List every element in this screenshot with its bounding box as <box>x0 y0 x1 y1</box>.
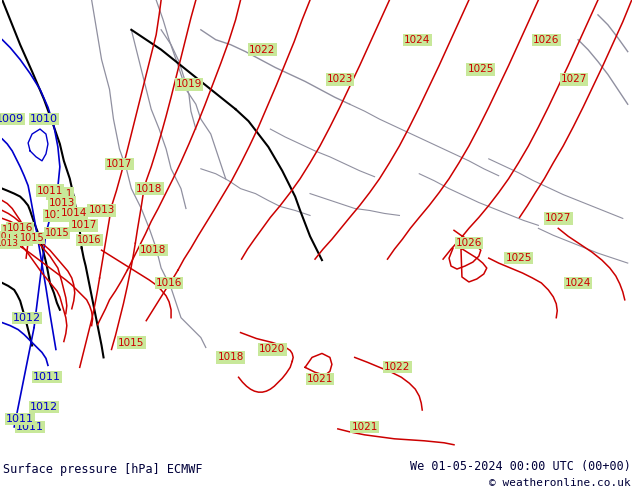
Text: 1017: 1017 <box>70 220 97 230</box>
Text: 1017: 1017 <box>107 159 133 169</box>
Text: 1027: 1027 <box>561 74 587 84</box>
Text: 1016: 1016 <box>7 223 34 233</box>
Text: 1018: 1018 <box>140 245 166 255</box>
Text: 1024: 1024 <box>565 278 592 288</box>
Text: 1012: 1012 <box>13 313 41 323</box>
Text: 1011: 1011 <box>33 372 61 382</box>
Text: 1013: 1013 <box>0 232 19 241</box>
Text: 1009: 1009 <box>0 114 24 124</box>
Text: 1018: 1018 <box>136 184 162 194</box>
Text: 1026: 1026 <box>533 35 560 45</box>
Text: 1025: 1025 <box>505 253 532 263</box>
Text: We 01-05-2024 00:00 UTC (00+00): We 01-05-2024 00:00 UTC (00+00) <box>410 460 631 473</box>
Text: 1011: 1011 <box>16 422 44 432</box>
Text: 1025: 1025 <box>468 65 494 74</box>
Text: 1016: 1016 <box>77 235 102 245</box>
Text: 1021: 1021 <box>307 374 333 384</box>
Text: 1015: 1015 <box>20 233 44 243</box>
Text: 1010: 1010 <box>30 114 58 124</box>
Text: 1013: 1013 <box>88 205 115 216</box>
Text: 1016: 1016 <box>156 278 182 288</box>
Text: 1022: 1022 <box>384 362 411 372</box>
Text: 1013: 1013 <box>49 197 75 208</box>
Text: 1024: 1024 <box>404 35 430 45</box>
Text: 1011: 1011 <box>37 186 63 196</box>
Text: 1015: 1015 <box>2 225 27 235</box>
Text: 1026: 1026 <box>456 238 482 248</box>
Text: © weatheronline.co.uk: © weatheronline.co.uk <box>489 478 631 488</box>
Text: 1011: 1011 <box>6 414 34 424</box>
Text: 1011: 1011 <box>47 189 73 198</box>
Text: 1022: 1022 <box>249 45 276 55</box>
Text: 1019: 1019 <box>176 79 202 89</box>
Text: 1014: 1014 <box>44 210 70 221</box>
Text: 1018: 1018 <box>217 352 244 363</box>
Text: 1023: 1023 <box>327 74 353 84</box>
Text: 1021: 1021 <box>351 422 378 432</box>
Text: 1013: 1013 <box>0 239 19 248</box>
Text: Surface pressure [hPa] ECMWF: Surface pressure [hPa] ECMWF <box>3 463 203 476</box>
Text: 1015: 1015 <box>44 228 69 238</box>
Text: 1027: 1027 <box>545 214 571 223</box>
Text: 1016: 1016 <box>8 235 32 245</box>
Text: 1020: 1020 <box>259 344 285 354</box>
Text: 1014: 1014 <box>61 208 87 219</box>
Text: 1012: 1012 <box>30 402 58 412</box>
Text: 1015: 1015 <box>118 338 145 347</box>
